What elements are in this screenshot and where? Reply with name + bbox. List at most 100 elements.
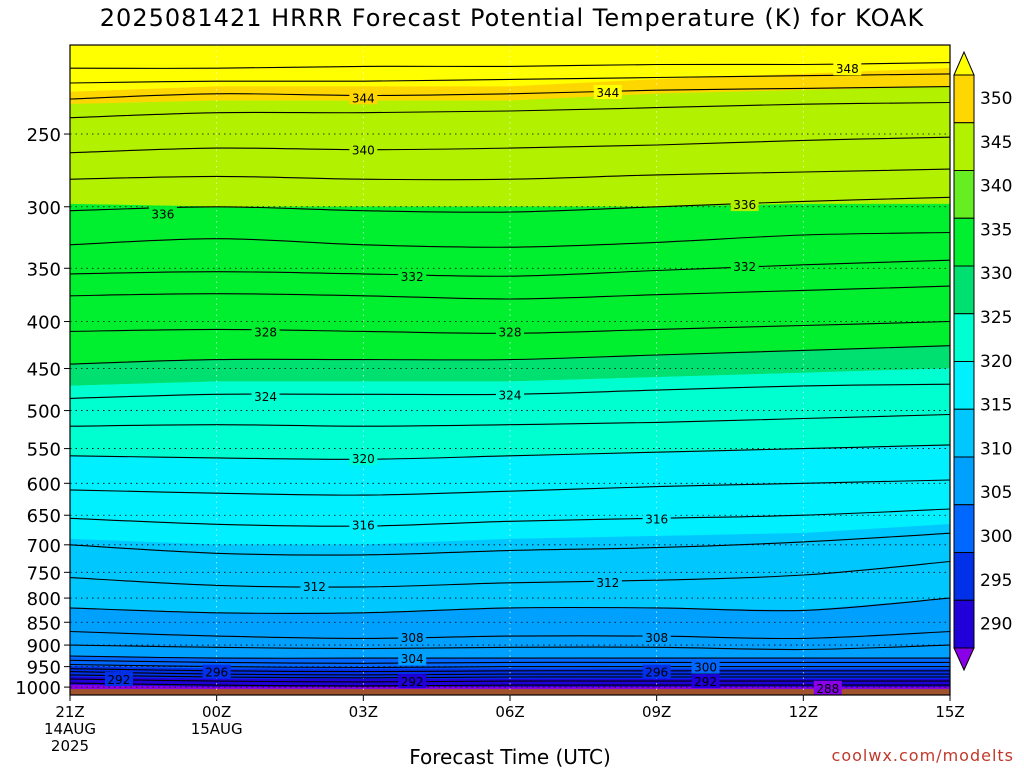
colorbar-bin-305 [953, 456, 975, 506]
isentrope-322 [70, 413, 950, 427]
contour-label-text: 348 [836, 62, 859, 76]
contour-label-text: 344 [352, 91, 375, 105]
contour-label-348: 348 [833, 61, 862, 76]
isentrope-320 [70, 444, 950, 460]
y-tick-label-400: 400 [27, 313, 61, 334]
contour-label-316: 316 [642, 511, 671, 526]
x-tick-label: 15AUG [191, 720, 243, 738]
y-tick-label-800: 800 [27, 589, 61, 610]
colorbar-bin-290 [953, 599, 975, 649]
contour-label-300: 300 [691, 659, 720, 675]
y-tick-label-950: 950 [27, 658, 61, 679]
contour-label-bg [496, 324, 524, 339]
colorbar-label-320: 320 [980, 352, 1012, 372]
contour-label-text: 316 [645, 512, 668, 526]
contour-label-text: 292 [107, 673, 130, 687]
y-tick-label-450: 450 [27, 360, 61, 381]
contour-label-312: 312 [593, 574, 622, 590]
pressure-axis: 2503003504004505005506006507007508008509… [15, 125, 70, 699]
contour-label-bg [691, 659, 720, 674]
contour-label-text: 332 [401, 270, 424, 284]
colorbar-label-315: 315 [980, 396, 1012, 416]
isentrope-304 [70, 655, 950, 659]
colorbar-bin-300 [953, 504, 975, 553]
contour-label-text: 288 [816, 682, 839, 696]
colorbar-bin-340 [953, 122, 975, 171]
colorbar-bin-335 [953, 170, 975, 219]
y-tick-label-250: 250 [27, 125, 61, 146]
isentrope-318 [70, 479, 950, 496]
site-credit: coolwx.com/modelts [831, 746, 1014, 765]
contour-label-316: 316 [349, 517, 378, 532]
contour-label-312: 312 [300, 578, 329, 594]
contour-label-bg [251, 388, 280, 403]
isentrope-lines [70, 62, 950, 687]
contour-label-308: 308 [642, 630, 671, 645]
contour-label-text: 324 [254, 390, 277, 404]
contour-label-bg [148, 206, 177, 221]
colorbar-top-arrow [953, 50, 975, 76]
contour-label-328: 328 [496, 324, 524, 339]
contour-label-324: 324 [251, 388, 280, 404]
contour-label-292: 292 [398, 674, 427, 689]
contour-label-text: 316 [352, 518, 375, 532]
colorbar-bin-345 [953, 74, 975, 124]
y-tick-label-350: 350 [27, 259, 61, 280]
contour-label-text: 328 [254, 325, 277, 339]
contour-label-324: 324 [496, 387, 524, 402]
colorbar-label-310: 310 [980, 439, 1012, 459]
contour-label-text: 328 [499, 325, 522, 339]
contour-label-bg [642, 630, 671, 645]
colorbar-label-300: 300 [980, 527, 1012, 547]
y-tick-label-900: 900 [27, 636, 61, 657]
x-tick-label: 06Z [495, 703, 524, 721]
y-tick-label-300: 300 [27, 198, 61, 219]
isentrope-342 [70, 101, 950, 119]
y-tick-label-550: 550 [27, 440, 61, 461]
contour-label-bg [202, 664, 231, 679]
x-tick-label: 12Z [789, 703, 818, 721]
x-axis-label: Forecast Time (UTC) [409, 745, 611, 769]
contour-label-text: 324 [499, 388, 522, 402]
contour-label-text: 320 [352, 452, 375, 466]
x-tick-label: 2025 [51, 737, 89, 755]
contour-label-292: 292 [691, 674, 720, 689]
contour-label-bg [251, 324, 280, 339]
contour-label-bg [730, 258, 759, 273]
isentrope-312 [70, 560, 950, 588]
contour-label-332: 332 [398, 269, 427, 284]
contour-label-bg [349, 517, 378, 532]
contour-label-bg [104, 672, 133, 687]
isentrope-346 [70, 73, 950, 84]
contour-label-bg [398, 269, 427, 284]
colorbar-label-325: 325 [980, 308, 1012, 328]
contour-label-296: 296 [202, 664, 231, 680]
contour-label-288: 288 [813, 680, 842, 696]
contour-label-bg [349, 142, 378, 157]
isentrope-308 [70, 630, 950, 640]
x-tick-label: 00Z [202, 703, 231, 721]
isentrope-290 [70, 682, 950, 687]
isentrope-340 [70, 136, 950, 154]
contour-label-bg [398, 651, 427, 666]
colorbar-bin-315 [953, 361, 975, 410]
ground-layer [70, 689, 950, 695]
y-tick-label-750: 750 [27, 563, 61, 584]
band-330 [70, 203, 950, 365]
contour-label-296: 296 [642, 664, 671, 680]
contour-label-text: 304 [401, 652, 424, 666]
isentrope-316 [70, 508, 950, 527]
contour-label-308: 308 [398, 630, 427, 645]
contour-label-text: 300 [694, 661, 717, 675]
contour-label-bg [496, 387, 524, 402]
colorbar-label-340: 340 [980, 177, 1012, 197]
x-tick-label: 21Z [55, 703, 84, 721]
contour-labels: 348 344 344 340 336 336 332 332 328 328 324 324 320 3… [104, 61, 862, 696]
contour-label-text: 308 [645, 631, 668, 645]
y-tick-label-650: 650 [27, 506, 61, 527]
contour-label-344: 344 [349, 90, 378, 105]
isentrope-310 [70, 597, 950, 614]
chart-title: 2025081421 HRRR Forecast Potential Tempe… [99, 4, 925, 32]
contour-label-328: 328 [251, 324, 280, 339]
